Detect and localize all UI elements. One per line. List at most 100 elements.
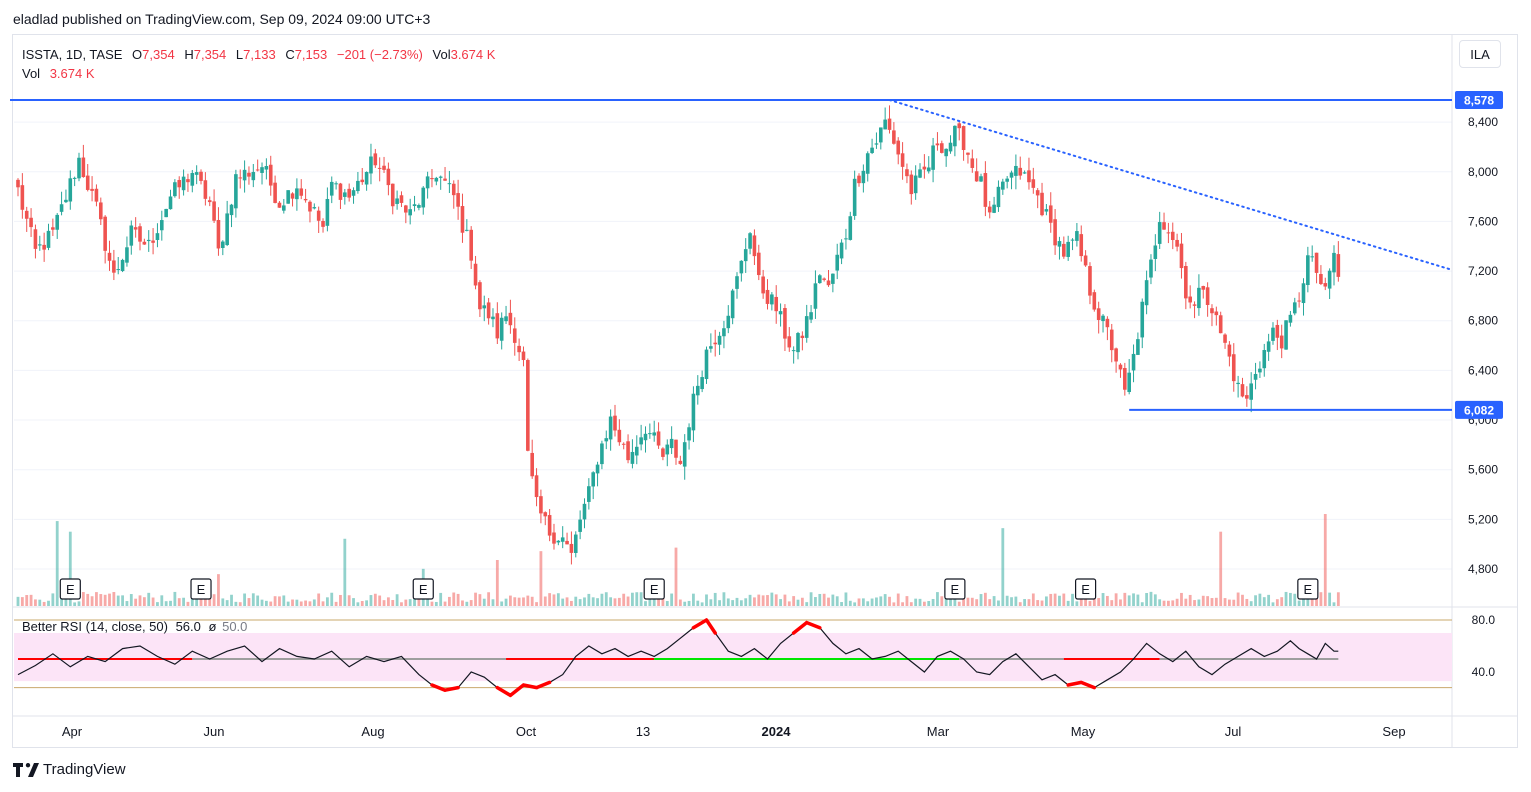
candle <box>813 270 818 319</box>
candle <box>85 164 90 192</box>
currency-button[interactable]: ILA <box>1459 40 1501 68</box>
candle-body <box>1205 287 1210 305</box>
candle-body <box>1083 255 1088 266</box>
candle-body <box>290 193 295 199</box>
volume-bar <box>142 597 146 606</box>
candle-body <box>1088 266 1092 296</box>
candle-body <box>438 176 443 178</box>
candle <box>329 176 334 204</box>
candle-body <box>756 252 761 276</box>
candle-body <box>495 313 500 339</box>
candle <box>290 192 295 207</box>
candle-body <box>648 433 652 435</box>
candle <box>343 188 347 205</box>
candle-body <box>970 158 975 168</box>
rsi-pane: 80.0 40.0 <box>14 613 1495 698</box>
volume-bar <box>487 592 491 606</box>
candle-body <box>295 188 299 200</box>
volume-bar <box>644 601 647 606</box>
earnings-marker: E <box>412 578 434 600</box>
candle <box>953 125 957 157</box>
volume-bar <box>217 574 220 606</box>
volume-bar <box>1336 592 1340 606</box>
candle <box>369 143 373 185</box>
legend-high-label: H <box>184 47 194 62</box>
volume-bar <box>286 601 290 606</box>
candle <box>774 285 779 324</box>
candle-body <box>770 294 774 305</box>
volume-bar <box>1241 594 1244 606</box>
candle-body <box>286 190 290 204</box>
volume-bar <box>992 596 996 606</box>
candle <box>1136 332 1140 355</box>
volume-bar <box>735 597 739 606</box>
volume-bar <box>1005 595 1009 606</box>
volume-bar <box>957 601 961 606</box>
volume-bar <box>482 598 486 606</box>
candle <box>33 224 38 259</box>
volume-bar <box>1084 594 1088 606</box>
candle-body <box>900 153 905 167</box>
candle <box>133 217 138 238</box>
candle-body <box>325 198 330 226</box>
candle <box>273 175 277 204</box>
candle <box>46 223 51 251</box>
rsi-line <box>17 619 1339 697</box>
volume-bar <box>225 600 229 606</box>
candle-body <box>600 443 604 465</box>
tradingview-logo[interactable]: TradingView <box>13 761 126 778</box>
volume-bar <box>609 597 613 606</box>
candle-body <box>55 214 60 230</box>
volume-bar <box>565 597 569 606</box>
candle-body <box>1210 308 1214 314</box>
volume-bar <box>914 598 918 606</box>
volume-bar <box>1249 601 1253 606</box>
candle <box>883 107 887 130</box>
volume-bar <box>1123 592 1127 606</box>
candle-body <box>103 216 107 251</box>
candle-body <box>1014 165 1018 176</box>
candle-body <box>273 182 277 203</box>
candle-body <box>334 183 338 185</box>
candle <box>160 210 164 241</box>
footer-brand: TradingView <box>43 761 126 778</box>
candle <box>168 189 173 210</box>
candle <box>1197 274 1201 316</box>
candle-body <box>260 167 264 173</box>
volume-bar <box>1153 594 1157 606</box>
volume-bar <box>687 600 691 606</box>
candle <box>944 148 948 167</box>
candle-body <box>1166 232 1171 234</box>
earnings-marker-label: E <box>1081 582 1090 597</box>
volume-bar <box>386 597 390 606</box>
volume-bar <box>1193 600 1196 606</box>
candle <box>1157 211 1162 249</box>
candle <box>347 183 351 202</box>
candle <box>430 169 434 188</box>
volume-bar <box>748 594 752 606</box>
volume-bar <box>247 598 251 606</box>
candle-body <box>417 205 421 208</box>
earnings-marker-box <box>1297 578 1319 600</box>
candle-body <box>98 202 103 220</box>
candle <box>591 471 595 500</box>
volume-bar <box>988 599 992 606</box>
candle-body <box>351 190 356 196</box>
candle-body <box>469 229 473 261</box>
candle-body <box>512 328 517 343</box>
candle <box>1306 246 1310 293</box>
volume-bar <box>1302 595 1305 606</box>
candle <box>142 238 147 245</box>
candle <box>800 331 805 351</box>
candle <box>194 165 199 185</box>
earnings-marker-label: E <box>419 582 428 597</box>
volume-bar <box>77 601 81 606</box>
candle <box>756 244 761 281</box>
volume-bar <box>169 600 172 606</box>
candle <box>678 455 683 465</box>
chart-frame[interactable] <box>12 34 1518 748</box>
candle-body <box>1136 339 1140 355</box>
candle <box>1001 178 1005 195</box>
